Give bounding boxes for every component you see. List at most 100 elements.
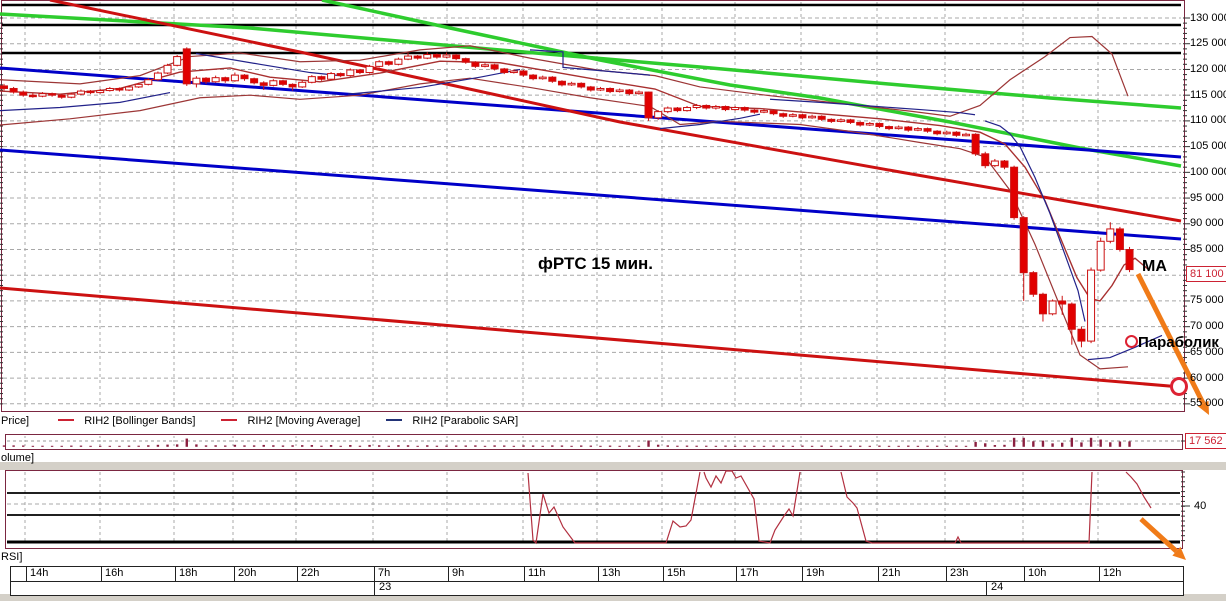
time-cell-border bbox=[878, 567, 879, 581]
green-ma-long-2 bbox=[321, 0, 1182, 168]
time-axis-date-label: 23 bbox=[379, 581, 392, 593]
symbol-timeframe-annotation: фРТС 15 мин. bbox=[538, 254, 654, 273]
price-axis-label: 95 000 bbox=[1190, 191, 1224, 204]
time-cell-border bbox=[1024, 567, 1025, 581]
time-axis-hour-label: 16h bbox=[105, 567, 124, 579]
rsi-level-label: 40 bbox=[1194, 500, 1207, 512]
legend-item-label: RIH2 [Moving Average] bbox=[247, 415, 361, 427]
time-cell-border bbox=[26, 567, 27, 581]
time-axis-hour-label: 23h bbox=[950, 567, 969, 579]
time-cell-border bbox=[598, 567, 599, 581]
time-cell-border bbox=[234, 567, 235, 581]
legend-item: RIH2 [Parabolic SAR] bbox=[360, 415, 518, 427]
time-axis-hour-label: 7h bbox=[378, 567, 391, 579]
legend-item-label: RIH2 [Bollinger Bands] bbox=[84, 415, 196, 427]
rsi-panel-border bbox=[5, 470, 1183, 549]
parabolic-circle-marker bbox=[1125, 335, 1138, 348]
price-axis-label: 85 000 bbox=[1190, 242, 1224, 255]
legend-price-series: Price] bbox=[1, 415, 30, 427]
rsi-line-segment bbox=[840, 471, 1093, 544]
parabolic-annotation-label: Параболик bbox=[1138, 334, 1219, 351]
volume-panel-legend: olume] bbox=[0, 452, 34, 464]
parabolic-sar-segment bbox=[195, 52, 341, 77]
rsi-line-segment bbox=[703, 470, 801, 544]
price-axis-label: 120 000 bbox=[1190, 62, 1226, 75]
time-cell-border bbox=[946, 567, 947, 581]
time-cell-border bbox=[736, 567, 737, 581]
parabolic-sar-segment bbox=[0, 92, 171, 112]
green-ma-long-1 bbox=[0, 12, 1182, 110]
time-axis-hour-label: 10h bbox=[1028, 567, 1047, 579]
trendline-circle-marker bbox=[1170, 377, 1188, 396]
orange-arrows bbox=[1135, 272, 1209, 560]
parabolic-sar-segment bbox=[529, 49, 651, 76]
axis-ticks bbox=[0, 17, 1190, 542]
date-divider bbox=[374, 581, 375, 595]
time-axis-hour-label: 21h bbox=[882, 567, 901, 579]
time-axis-hour-label: 13h bbox=[602, 567, 621, 579]
time-axis-hour-label: 18h bbox=[179, 567, 198, 579]
time-axis-hour-label: 22h bbox=[301, 567, 320, 579]
legend-line-sample-icon bbox=[58, 419, 75, 422]
time-axis-hour-label: 15h bbox=[667, 567, 686, 579]
rsi-panel-content bbox=[7, 470, 1180, 545]
volume-panel-border bbox=[5, 434, 1183, 450]
bollinger-upper-band bbox=[0, 35, 1129, 117]
parabolic-sar-segment bbox=[347, 68, 521, 95]
time-axis: 14h 16h 18h 20h 22h 7h 9h 11h 13h 15h 17h 19h 21h 23h… bbox=[10, 566, 1184, 596]
price-axis-label: 90 000 bbox=[1190, 217, 1224, 230]
time-cell-border bbox=[374, 567, 375, 581]
time-axis-hour-label: 9h bbox=[452, 567, 465, 579]
time-cell-border bbox=[1099, 567, 1100, 581]
time-axis-hour-label: 11h bbox=[528, 567, 546, 579]
time-axis-hour-label: 20h bbox=[238, 567, 257, 579]
price-axis-label: 60 000 bbox=[1190, 371, 1224, 384]
red-trend-main bbox=[49, 0, 1182, 223]
ma-annotation-label: MA bbox=[1142, 258, 1167, 275]
blue-channel-lower bbox=[0, 148, 1182, 241]
time-cell-border bbox=[101, 567, 102, 581]
last-volume-flag: 17 562 bbox=[1185, 433, 1226, 449]
rsi-line-segment bbox=[527, 471, 701, 545]
parabolic-sar-segment bbox=[769, 98, 976, 116]
volume-series bbox=[2, 437, 1180, 447]
legend-line-sample-icon bbox=[386, 419, 403, 422]
time-axis-hour-label: 19h bbox=[806, 567, 825, 579]
price-axis-label: 105 000 bbox=[1190, 140, 1226, 153]
price-axis-label: 65 000 bbox=[1190, 345, 1224, 358]
price-panel-border bbox=[1, 0, 1185, 412]
legend-indicator-items: RIH2 [Bollinger Bands] RIH2 [Moving Avera… bbox=[32, 415, 518, 427]
parabolic-sar-segment bbox=[984, 120, 1086, 322]
time-axis-hour-label: 17h bbox=[740, 567, 759, 579]
price-axis-label: 70 000 bbox=[1190, 320, 1224, 333]
time-cell-border bbox=[802, 567, 803, 581]
price-axis-label: 75 000 bbox=[1190, 294, 1224, 307]
price-axis-label: 115 000 bbox=[1190, 88, 1226, 101]
price-axis-label: 110 000 bbox=[1190, 114, 1226, 127]
time-cell-border bbox=[663, 567, 664, 581]
rsi-panel-legend: RSI] bbox=[0, 551, 22, 563]
parabolic-sar-segment bbox=[1087, 334, 1163, 361]
parabolic-sar-segment bbox=[659, 113, 761, 130]
legend-item: RIH2 [Moving Average] bbox=[195, 415, 360, 427]
time-axis-hour-label: 12h bbox=[1103, 567, 1122, 579]
candlestick-series bbox=[0, 47, 1134, 348]
bollinger-lower-band bbox=[0, 77, 1129, 370]
date-divider bbox=[986, 581, 987, 595]
time-axis-hour-label: 14h bbox=[30, 567, 49, 579]
time-axis-divider bbox=[11, 581, 1183, 582]
panel-separator-band bbox=[0, 462, 1226, 470]
price-axis-label: 130 000 bbox=[1190, 11, 1226, 24]
legend-line-sample-icon bbox=[221, 419, 238, 422]
price-panel-legend: Price] RIH2 [Bollinger Bands] RIH2 [Movin… bbox=[0, 415, 1226, 430]
legend-item-label: RIH2 [Parabolic SAR] bbox=[412, 415, 519, 427]
time-cell-border bbox=[175, 567, 176, 581]
legend-rsi-series: RSI] bbox=[1, 551, 23, 563]
legend-item: RIH2 [Bollinger Bands] bbox=[32, 415, 195, 427]
time-cell-border bbox=[524, 567, 525, 581]
time-axis-date-label: 24 bbox=[991, 581, 1004, 593]
legend-volume-series: olume] bbox=[1, 452, 35, 464]
price-axis-label: 55 000 bbox=[1190, 397, 1224, 410]
red-trend-lower bbox=[0, 286, 1182, 389]
